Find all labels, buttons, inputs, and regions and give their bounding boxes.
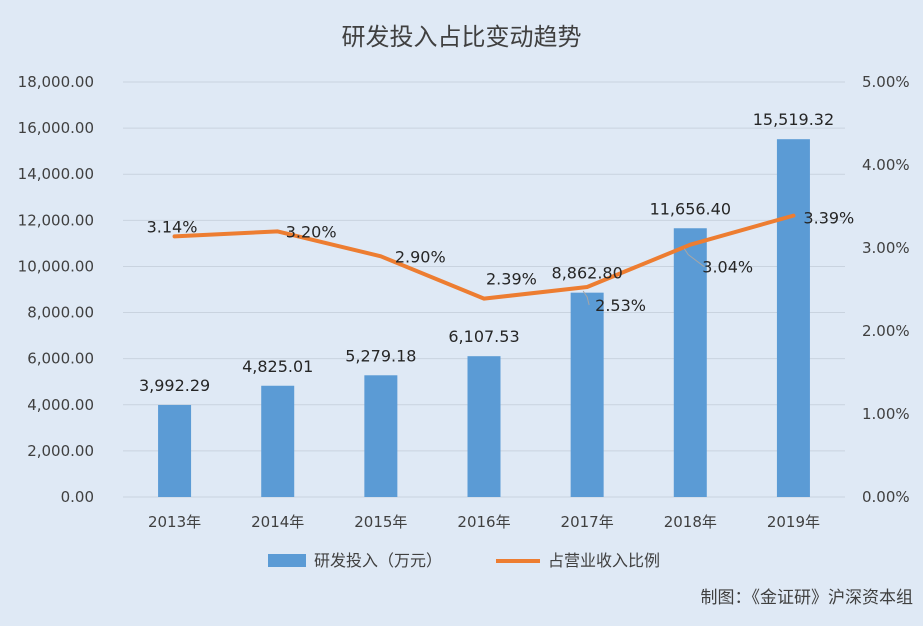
y-left-tick-label: 2,000.00 [27, 442, 94, 460]
y-right-tick-label: 3.00% [862, 239, 910, 257]
legend-label-line: 占营业收入比例 [548, 551, 660, 570]
y-left-tick-label: 0.00 [61, 488, 94, 506]
bar-data-label: 5,279.18 [345, 346, 416, 365]
y-right-tick-label: 0.00% [862, 488, 910, 506]
y-left-tick-label: 8,000.00 [27, 304, 94, 322]
legend-swatch-bar [268, 554, 306, 567]
bar-2015年 [364, 375, 398, 497]
line-data-label: 2.39% [486, 270, 537, 289]
line-data-label: 3.20% [286, 222, 337, 241]
bar-2019年 [776, 139, 810, 497]
bar-data-label: 4,825.01 [242, 357, 313, 376]
y-left-tick-label: 10,000.00 [18, 257, 94, 275]
y-left-tick-label: 18,000.00 [18, 73, 94, 91]
bar-data-label: 6,107.53 [448, 327, 519, 346]
y-right-tick-label: 2.00% [862, 322, 910, 340]
line-data-label: 3.04% [702, 258, 753, 277]
bar-data-label: 15,519.32 [753, 110, 834, 129]
chart-title: 研发投入占比变动趋势 [342, 23, 582, 51]
bar-2018年 [673, 228, 707, 497]
x-tick-label: 2013年 [148, 513, 201, 531]
line-data-label: 2.90% [395, 247, 446, 266]
x-tick-label: 2017年 [561, 513, 614, 531]
line-series-ratio [172, 213, 796, 301]
label-leader-line [582, 290, 590, 306]
y-left-tick-label: 6,000.00 [27, 350, 94, 368]
y-left-tick-label: 16,000.00 [18, 119, 94, 137]
bar-data-label: 8,862.80 [552, 264, 623, 283]
line-data-label: 2.53% [595, 296, 646, 315]
line-data-label: 3.39% [803, 209, 854, 228]
y-left-tick-label: 4,000.00 [27, 396, 94, 414]
bar-2013年 [158, 404, 192, 497]
bar-data-label: 11,656.40 [650, 199, 731, 218]
x-tick-label: 2019年 [767, 513, 820, 531]
y-right-tick-label: 5.00% [862, 73, 910, 91]
y-right-tick-label: 1.00% [862, 405, 910, 423]
y-left-tick-label: 12,000.00 [18, 211, 94, 229]
x-tick-label: 2018年 [664, 513, 717, 531]
x-tick-label: 2015年 [354, 513, 407, 531]
label-leader-line [683, 248, 705, 268]
y-right-tick-label: 4.00% [862, 156, 910, 174]
line-data-label: 3.14% [147, 217, 198, 236]
bar-2017年 [570, 292, 604, 497]
x-tick-label: 2014年 [251, 513, 304, 531]
chart-credit: 制图：《金证研》沪深资本组 [701, 588, 914, 608]
legend-label-bar: 研发投入（万元） [314, 551, 442, 570]
bar-2014年 [261, 385, 295, 497]
y-left-tick-label: 14,000.00 [18, 165, 94, 183]
bar-2016年 [467, 356, 501, 497]
bar-data-label: 3,992.29 [139, 376, 210, 395]
x-tick-label: 2016年 [457, 513, 510, 531]
